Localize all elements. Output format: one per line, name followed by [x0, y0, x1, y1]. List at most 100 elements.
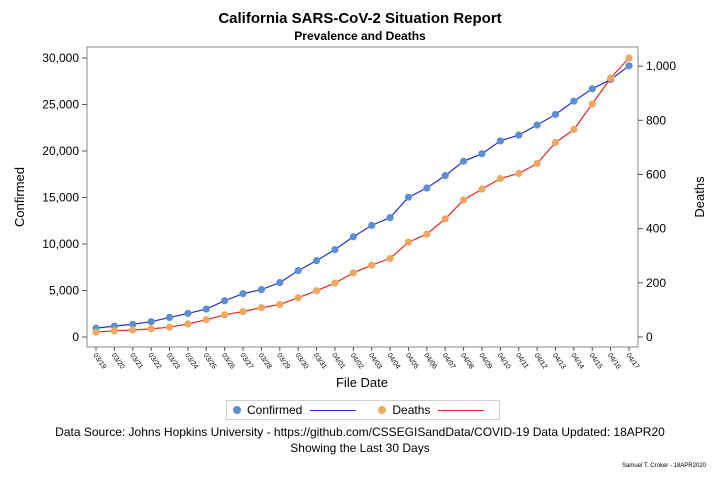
data-point-confirmed: [423, 184, 431, 192]
x-tick-label: 04/09: [477, 352, 493, 370]
data-point-confirmed: [239, 290, 247, 298]
data-point-deaths: [276, 300, 284, 309]
x-tick-label: 03/30: [294, 352, 310, 370]
data-point-confirmed: [404, 193, 413, 201]
legend-label-confirmed: Confirmed: [247, 403, 303, 417]
data-point-confirmed: [349, 233, 357, 241]
legend-item-deaths: Deaths: [378, 403, 500, 417]
x-tick-label: 03/23: [165, 352, 181, 370]
x-tick-label: 03/28: [257, 352, 273, 370]
x-tick-label: 03/24: [183, 352, 199, 370]
data-point-confirmed: [331, 245, 339, 254]
right-tick-label: 600: [646, 167, 666, 181]
series-line-confirmed: [95, 65, 630, 329]
x-axis: 03/19 03/20 03/21 03/22 03/23 03/24 03/25 03/26…: [91, 347, 640, 371]
data-point-deaths: [386, 254, 394, 263]
x-tick-label: 04/14: [569, 352, 585, 370]
legend-item-confirmed: Confirmed: [233, 403, 372, 417]
data-point-deaths: [551, 138, 560, 147]
data-point-deaths: [110, 327, 118, 335]
data-point-deaths: [92, 328, 100, 336]
left-tick-label: 25,000: [42, 98, 79, 112]
data-point-deaths: [404, 238, 413, 246]
x-tick-label: 04/03: [367, 352, 383, 370]
x-tick-label: 04/05: [404, 352, 420, 370]
data-point-deaths: [533, 160, 541, 168]
x-tick-label: 04/17: [624, 352, 640, 370]
left-tick-label: 5,000: [49, 284, 79, 298]
plot-frame: [86, 46, 639, 348]
right-tick-label: 400: [646, 222, 666, 236]
data-point-deaths: [147, 325, 155, 333]
data-point-confirmed: [165, 313, 174, 321]
data-point-confirmed: [294, 267, 302, 275]
x-tick-label: 04/02: [349, 352, 365, 370]
data-point-confirmed: [515, 131, 523, 139]
data-point-deaths: [441, 215, 449, 223]
data-point-deaths: [515, 169, 523, 177]
y-axis-label-left: Confirmed: [12, 167, 27, 227]
legend-marker-deaths: [378, 406, 387, 414]
footnote-range: Showing the Last 30 Days: [290, 441, 430, 455]
x-tick-label: 03/21: [128, 352, 144, 370]
data-point-deaths: [496, 174, 504, 183]
x-tick-label: 03/26: [220, 352, 236, 370]
legend: Confirmed Deaths: [226, 400, 500, 420]
data-point-confirmed: [496, 137, 504, 145]
left-tick-label: 20,000: [42, 144, 79, 158]
data-point-deaths: [257, 304, 266, 312]
x-tick-label: 04/07: [441, 352, 457, 370]
data-point-confirmed: [368, 221, 376, 229]
legend-line-deaths: [438, 409, 485, 411]
x-tick-label: 03/22: [146, 352, 162, 370]
right-tick-label: 0: [646, 330, 653, 344]
data-point-confirmed: [147, 318, 155, 326]
left-tick-label: 10,000: [42, 237, 79, 251]
data-point-confirmed: [551, 110, 560, 119]
legend-label-deaths: Deaths: [392, 403, 431, 417]
data-point-confirmed: [386, 214, 394, 222]
x-tick-label: 04/10: [496, 352, 512, 370]
x-tick-label: 03/20: [110, 352, 126, 370]
footnote-credit: Samuel T. Croker - 18APR2020: [622, 463, 706, 469]
x-tick-label: 03/29: [275, 352, 291, 370]
left-axis: 0 5,000 10,000 15,000 20,000 25,000 30,000: [42, 51, 87, 344]
data-point-deaths: [202, 316, 210, 324]
legend-marker-confirmed: [233, 406, 241, 414]
x-tick-label: 04/08: [459, 352, 475, 370]
chart-canvas: 0 5,000 10,000 15,000 20,000 25,000 30,000 0 20…: [12, 46, 707, 390]
data-point-confirmed: [184, 309, 192, 317]
data-point-confirmed: [312, 257, 321, 265]
x-tick-label: 04/01: [330, 352, 346, 370]
series-layer: [92, 54, 633, 336]
data-point-deaths: [607, 74, 615, 82]
data-point-deaths: [184, 320, 192, 328]
data-point-confirmed: [441, 172, 449, 180]
data-point-confirmed: [478, 150, 486, 158]
data-point-deaths: [331, 279, 339, 287]
legend-line-confirmed: [310, 409, 357, 411]
data-point-deaths: [570, 125, 578, 134]
y-axis-label-right: Deaths: [692, 176, 707, 218]
data-point-deaths: [478, 185, 486, 193]
x-axis-label: File Date: [336, 375, 388, 390]
data-point-deaths: [625, 54, 633, 62]
data-point-confirmed: [625, 62, 633, 70]
data-point-deaths: [239, 307, 247, 316]
right-tick-label: 1,000: [646, 59, 676, 73]
left-tick-label: 30,000: [42, 51, 79, 65]
x-tick-label: 03/25: [202, 352, 218, 370]
data-point-deaths: [368, 261, 376, 269]
data-point-deaths: [294, 294, 302, 302]
data-point-confirmed: [129, 320, 137, 328]
series-line-deaths: [95, 57, 630, 333]
x-tick-label: 04/13: [551, 352, 567, 370]
right-tick-label: 200: [646, 276, 666, 290]
left-tick-label: 15,000: [42, 191, 79, 205]
data-point-deaths: [312, 287, 321, 295]
chart-subtitle: Prevalence and Deaths: [294, 29, 426, 43]
data-point-confirmed: [257, 286, 266, 294]
x-tick-label: 04/12: [532, 352, 548, 370]
x-tick-label: 03/31: [312, 352, 328, 370]
data-point-confirmed: [221, 297, 229, 305]
